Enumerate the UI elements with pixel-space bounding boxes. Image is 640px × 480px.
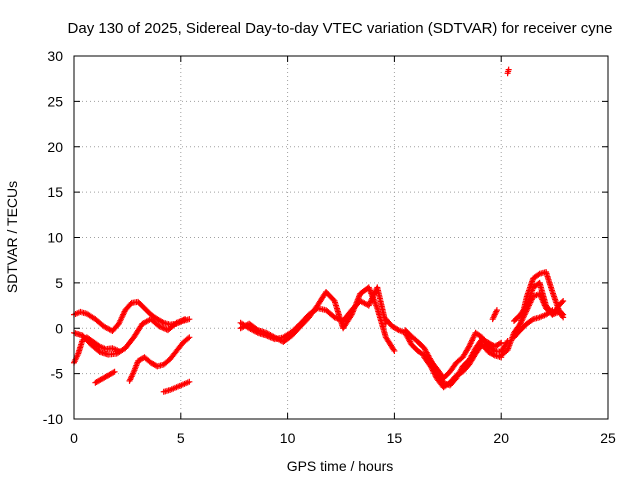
data-point xyxy=(549,307,556,314)
data-point xyxy=(559,312,566,319)
series-track-4 xyxy=(126,334,193,384)
series-track-5 xyxy=(92,368,118,386)
data-point xyxy=(368,296,375,303)
data-point xyxy=(505,66,512,73)
series-track-6 xyxy=(160,378,193,395)
data-point xyxy=(370,292,377,299)
data-point xyxy=(391,347,398,354)
y-tick-label: 20 xyxy=(47,139,63,155)
x-tick-label: 5 xyxy=(177,430,185,446)
series-track-11 xyxy=(421,341,505,391)
data-point xyxy=(493,307,500,314)
series-track-3 xyxy=(71,334,122,366)
data-point xyxy=(560,298,567,305)
data-point xyxy=(367,298,374,305)
data-point xyxy=(369,294,376,301)
data-point xyxy=(371,291,378,298)
data-point xyxy=(110,369,117,376)
data-point xyxy=(365,302,372,309)
x-axis-label: GPS time / hours xyxy=(287,458,394,474)
data-point xyxy=(390,346,397,353)
data-point xyxy=(115,347,122,354)
series-track-8 xyxy=(237,284,389,343)
x-tick-label: 15 xyxy=(387,430,403,446)
data-point xyxy=(496,340,503,347)
data-point xyxy=(366,301,373,308)
chart-title: Day 130 of 2025, Sidereal Day-to-day VTE… xyxy=(68,20,613,37)
x-tick-label: 10 xyxy=(280,430,296,446)
series-outlier xyxy=(504,66,512,77)
plot-area xyxy=(71,66,567,395)
data-point xyxy=(369,295,376,302)
y-tick-label: 15 xyxy=(47,184,63,200)
x-tick-label: 20 xyxy=(493,430,509,446)
y-axis-label: SDTVAR / TECUs xyxy=(4,181,20,293)
data-point xyxy=(535,271,542,278)
data-point xyxy=(111,368,118,375)
series-track-15 xyxy=(511,307,556,341)
data-point xyxy=(367,299,374,306)
y-tick-label: 25 xyxy=(47,93,63,109)
data-point xyxy=(559,299,566,306)
data-point xyxy=(371,289,378,296)
y-tick-label: 5 xyxy=(55,275,63,291)
y-tick-label: 10 xyxy=(47,230,63,246)
data-point xyxy=(548,308,555,315)
data-point xyxy=(560,314,567,321)
y-tick-label: 30 xyxy=(47,48,63,64)
data-point xyxy=(186,378,193,385)
data-point xyxy=(490,351,497,358)
y-tick-label: -5 xyxy=(51,366,64,382)
y-tick-label: -10 xyxy=(43,411,63,427)
y-tick-label: 0 xyxy=(55,320,63,336)
series-track-16 xyxy=(489,307,500,323)
data-point xyxy=(186,334,193,341)
data-point xyxy=(182,316,189,323)
data-point xyxy=(159,319,166,326)
data-point xyxy=(528,317,535,324)
data-point xyxy=(498,339,505,346)
series-track-9 xyxy=(382,316,511,382)
axes: 0 5 10 15 20 25 -10 -5 0 5 10 15 20 25 30 xyxy=(43,48,616,446)
x-tick-label: 25 xyxy=(600,430,616,446)
x-tick-label: 0 xyxy=(70,430,78,446)
data-point xyxy=(185,335,192,342)
